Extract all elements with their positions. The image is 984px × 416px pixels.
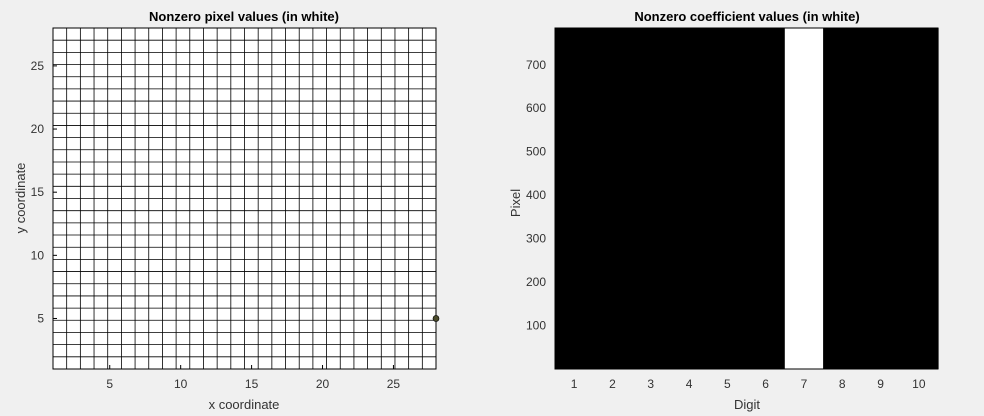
coefficient-plot-title: Nonzero coefficient values (in white) bbox=[634, 9, 859, 24]
pixel-grid bbox=[53, 28, 436, 369]
x-tick-label: 10 bbox=[912, 377, 926, 391]
pixel-x-axis-label: x coordinate bbox=[209, 397, 280, 412]
x-tick-label: 3 bbox=[647, 377, 654, 391]
y-tick-label: 500 bbox=[526, 145, 546, 159]
x-tick-label: 1 bbox=[571, 377, 578, 391]
pixel-y-ticks: 5 10 15 20 25 bbox=[31, 59, 57, 325]
pixel-plot-border bbox=[52, 27, 437, 370]
y-tick-label: 600 bbox=[526, 101, 546, 115]
y-tick-label: 5 bbox=[37, 311, 44, 325]
y-tick-label: 10 bbox=[31, 248, 45, 262]
x-tick-label: 10 bbox=[174, 377, 188, 391]
x-tick-label: 9 bbox=[877, 377, 884, 391]
coefficient-x-axis-label: Digit bbox=[734, 397, 760, 412]
zero-column bbox=[593, 28, 633, 369]
x-tick-label: 5 bbox=[724, 377, 731, 391]
zero-column bbox=[899, 28, 939, 369]
pixel-plot: 5 10 15 20 25 5 10 15 20 25 Nonzero pixel values… bbox=[13, 9, 440, 412]
coefficient-columns bbox=[555, 28, 939, 369]
y-tick-label: 25 bbox=[31, 59, 45, 73]
x-tick-label: 6 bbox=[762, 377, 769, 391]
coefficient-y-ticks: 100 200 300 400 500 600 700 bbox=[526, 58, 546, 333]
coefficient-plot: 1 2 3 4 5 6 7 8 9 10 100 200 300 400 500 600 700 Nonzer… bbox=[508, 9, 939, 412]
pixel-x-ticks: 5 10 15 20 25 bbox=[106, 365, 400, 391]
zero-column bbox=[631, 28, 671, 369]
x-tick-label: 4 bbox=[686, 377, 693, 391]
nonzero-column bbox=[784, 28, 824, 369]
x-tick-label: 2 bbox=[609, 377, 616, 391]
y-tick-label: 15 bbox=[31, 185, 45, 199]
zero-column bbox=[861, 28, 901, 369]
pixel-y-axis-label: y coordinate bbox=[13, 163, 28, 234]
pixel-marker bbox=[432, 315, 440, 322]
x-tick-label: 15 bbox=[245, 377, 259, 391]
x-tick-label: 5 bbox=[106, 377, 113, 391]
x-tick-label: 7 bbox=[801, 377, 808, 391]
pixel-plot-title: Nonzero pixel values (in white) bbox=[149, 9, 339, 24]
y-tick-label: 400 bbox=[526, 188, 546, 202]
coefficient-plot-border bbox=[554, 27, 939, 370]
zero-column bbox=[708, 28, 748, 369]
x-tick-label: 25 bbox=[387, 377, 401, 391]
coefficient-y-axis-label: Pixel bbox=[508, 189, 523, 217]
y-tick-label: 20 bbox=[31, 122, 45, 136]
y-tick-label: 100 bbox=[526, 319, 546, 333]
zero-column bbox=[669, 28, 709, 369]
y-tick-label: 700 bbox=[526, 58, 546, 72]
zero-column bbox=[555, 28, 594, 369]
zero-column bbox=[746, 28, 786, 369]
y-tick-label: 300 bbox=[526, 232, 546, 246]
x-tick-label: 8 bbox=[839, 377, 846, 391]
coefficient-x-ticks: 1 2 3 4 5 6 7 8 9 10 bbox=[571, 377, 926, 391]
y-tick-label: 200 bbox=[526, 275, 546, 289]
zero-column bbox=[823, 28, 862, 369]
x-tick-label: 20 bbox=[316, 377, 330, 391]
